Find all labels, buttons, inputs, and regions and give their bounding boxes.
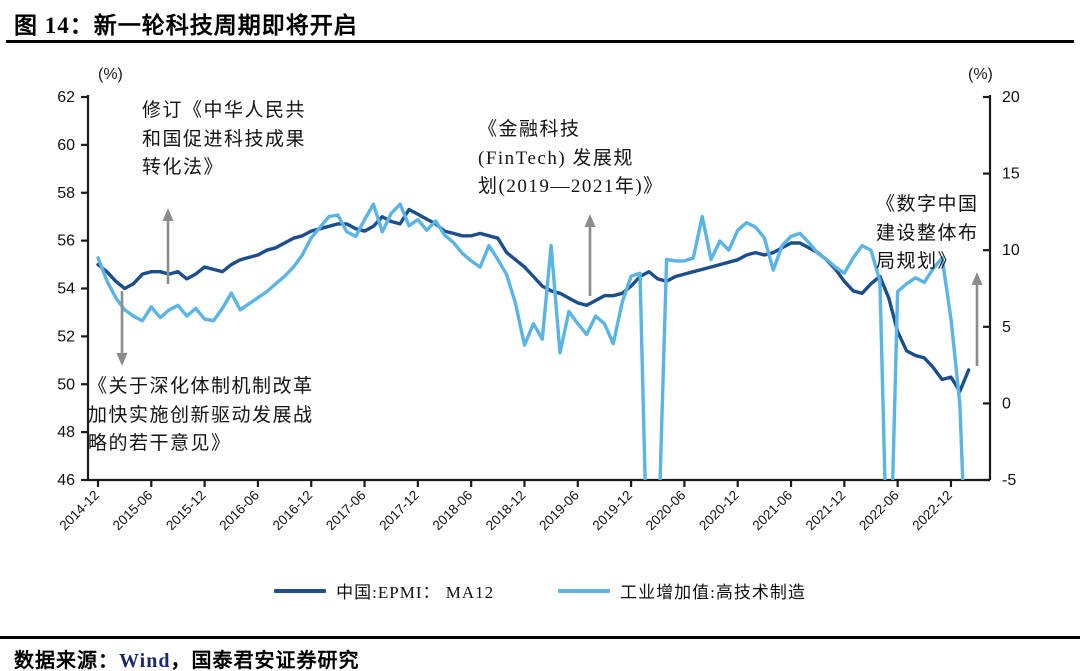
svg-text:0: 0 xyxy=(1002,395,1011,412)
svg-text:2015-06: 2015-06 xyxy=(110,488,156,534)
svg-text:2017-12: 2017-12 xyxy=(376,488,422,534)
figure-title: 图 14：新一轮科技周期即将开启 xyxy=(14,13,358,38)
svg-text:2020-12: 2020-12 xyxy=(696,488,742,534)
data-source-prefix: 数据来源： xyxy=(14,650,119,671)
annotation-digital-china-plan: 《数字中国 建设整体布 局规划》 xyxy=(876,194,979,272)
svg-text:2016-06: 2016-06 xyxy=(216,488,262,534)
iav-line-swatch xyxy=(558,588,611,593)
epmi-line-swatch xyxy=(274,588,327,593)
svg-text:10: 10 xyxy=(1002,242,1020,259)
svg-text:2014-12: 2014-12 xyxy=(56,488,102,534)
svg-text:50: 50 xyxy=(57,376,75,393)
annotation-reform-opinions: 《关于深化体制机制改革 加快实施创新驱动发展战 略的若干意见》 xyxy=(88,376,314,454)
legend-item-epmi: 中国:EPMI： MA12 xyxy=(274,578,494,603)
svg-text:46: 46 xyxy=(57,472,75,489)
title-divider xyxy=(6,40,1074,43)
svg-text:2018-06: 2018-06 xyxy=(430,488,476,534)
svg-text:60: 60 xyxy=(57,137,75,154)
svg-text:2022-12: 2022-12 xyxy=(909,488,955,534)
legend-item-iav: 工业增加值:高技术制造 xyxy=(558,578,806,603)
svg-text:2016-12: 2016-12 xyxy=(270,488,316,534)
svg-text:2020-06: 2020-06 xyxy=(643,488,689,534)
data-source: 数据来源：Wind，国泰君安证券研究 xyxy=(14,644,359,671)
svg-text:2018-12: 2018-12 xyxy=(483,488,529,534)
svg-text:2022-06: 2022-06 xyxy=(856,488,902,534)
right-axis-unit-label: (%) xyxy=(968,66,993,83)
annotation-tech-achievement-law: 修订《中华人民共 和国促进科技成果 转化法》 xyxy=(142,100,307,178)
svg-text:56: 56 xyxy=(57,233,75,250)
svg-text:20: 20 xyxy=(1002,89,1020,106)
footer-divider xyxy=(0,636,1080,639)
annotation-fintech-plan: 《金融科技 (FinTech) 发展规 划(2019—2021年)》 xyxy=(478,119,664,197)
legend-label-iav: 工业增加值:高技术制造 xyxy=(620,583,806,602)
svg-text:-5: -5 xyxy=(1002,472,1016,489)
svg-text:58: 58 xyxy=(57,185,75,202)
svg-text:48: 48 xyxy=(57,424,75,441)
chart-legend: 中国:EPMI： MA12 工业增加值:高技术制造 xyxy=(0,578,1080,603)
svg-text:2017-06: 2017-06 xyxy=(323,488,369,534)
legend-label-epmi: 中国:EPMI： MA12 xyxy=(336,583,495,602)
svg-text:5: 5 xyxy=(1002,319,1011,336)
svg-text:2021-06: 2021-06 xyxy=(750,488,796,534)
data-source-wind: Wind xyxy=(119,650,171,671)
svg-text:62: 62 xyxy=(57,89,75,106)
left-axis-unit-label: (%) xyxy=(98,66,123,83)
svg-text:54: 54 xyxy=(57,281,75,298)
svg-text:2019-12: 2019-12 xyxy=(590,488,636,534)
svg-text:52: 52 xyxy=(57,328,75,345)
svg-text:2015-12: 2015-12 xyxy=(163,488,209,534)
svg-text:2019-06: 2019-06 xyxy=(536,488,582,534)
data-source-suffix: ，国泰君安证券研究 xyxy=(170,650,360,671)
svg-text:2021-12: 2021-12 xyxy=(803,488,849,534)
svg-text:15: 15 xyxy=(1002,166,1020,183)
